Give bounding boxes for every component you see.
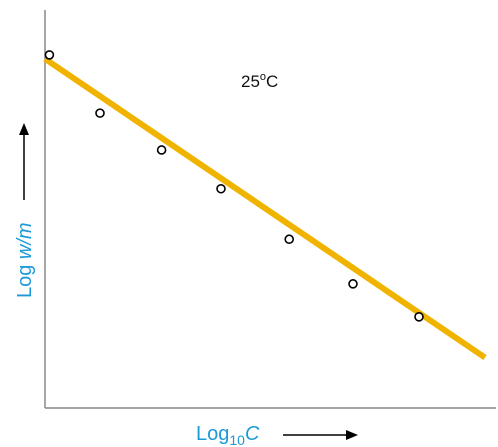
data-point-5	[284, 234, 295, 245]
x-axis-label-prefix: Log	[196, 423, 229, 445]
fit-line-group	[43, 56, 487, 361]
x-axis-label: Log10C	[196, 423, 260, 447]
degree-symbol: o	[260, 71, 266, 83]
x-axis-label-var: C	[245, 423, 260, 445]
axes	[44, 10, 496, 409]
y-axis-label: Log w/m	[14, 222, 36, 298]
y-axis-label-var: w/m	[14, 222, 36, 259]
x-axis-label-subscript: 10	[229, 432, 245, 447]
fit-line	[43, 56, 487, 361]
data-point-2	[95, 108, 105, 118]
temperature-unit: C	[266, 72, 278, 91]
temperature-annotation: 25oC	[241, 71, 278, 91]
x-arrow-icon	[283, 430, 358, 440]
y-arrow-icon	[19, 123, 29, 200]
data-point-7	[414, 312, 424, 322]
data-point-6	[348, 279, 358, 289]
temperature-value: 25	[241, 72, 260, 91]
data-point-3	[156, 145, 167, 155]
data-point-1	[44, 50, 55, 60]
y-axis-label-prefix: Log	[14, 259, 36, 298]
data-points	[44, 50, 424, 322]
data-point-4	[216, 183, 226, 194]
